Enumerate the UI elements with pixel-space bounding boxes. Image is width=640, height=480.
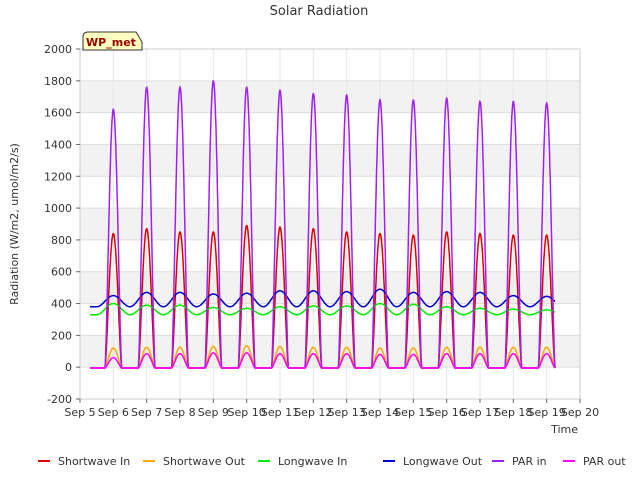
y-tick-label: 400 <box>51 298 72 311</box>
plot-area-frame <box>79 48 581 400</box>
legend-label: Shortwave In <box>58 455 130 468</box>
y-axis-label: Radiation (W/m2, umol/m2/s) <box>8 143 21 305</box>
band <box>80 80 580 113</box>
band <box>80 144 580 177</box>
y-tick-label: -200 <box>47 393 72 406</box>
x-tick-label: Sep 9 <box>198 406 229 419</box>
x-tick-label: Sep 15 <box>394 406 432 419</box>
y-tick-label: 600 <box>51 266 72 279</box>
annotation-label: WP_met <box>86 36 136 49</box>
y-tick-label: 1400 <box>44 138 72 151</box>
x-axis-label: Time <box>550 423 578 436</box>
y-tick-label: 200 <box>51 329 72 342</box>
x-tick-label: Sep 17 <box>461 406 499 419</box>
x-tick-label: Sep 19 <box>528 406 566 419</box>
y-tick-label: 1000 <box>44 202 72 215</box>
legend-label: PAR out <box>583 455 626 468</box>
x-tick-label: Sep 18 <box>494 406 532 419</box>
legend-label: Shortwave Out <box>163 455 246 468</box>
legend-label: Longwave In <box>278 455 347 468</box>
x-tick-label: Sep 8 <box>164 406 195 419</box>
y-tick-label: 2000 <box>44 43 72 56</box>
x-tick-label: Sep 16 <box>428 406 466 419</box>
x-tick-label: Sep 12 <box>294 406 332 419</box>
background-bands <box>80 80 580 368</box>
x-tick-label: Sep 20 <box>561 406 599 419</box>
y-tick-label: 1800 <box>44 75 72 88</box>
band <box>80 271 580 304</box>
x-tick-label: Sep 14 <box>361 406 399 419</box>
y-axis-ticks: -200 0 200 400 600 800 1000 1200 1400 1600 1800 200… <box>44 43 80 406</box>
band <box>80 208 580 240</box>
y-tick-label: 1600 <box>44 107 72 120</box>
series-line-longwave-out <box>90 288 556 308</box>
x-tick-label: Sep 11 <box>261 406 299 419</box>
x-tick-label: Sep 7 <box>131 406 162 419</box>
band <box>80 335 580 368</box>
y-tick-label: 1200 <box>44 170 72 183</box>
wp-met-annotation: WP_met <box>82 31 143 51</box>
y-tick-label: 0 <box>65 361 72 374</box>
x-tick-label: Sep 6 <box>98 406 129 419</box>
legend-label: PAR in <box>512 455 547 468</box>
series-line-par-out <box>90 352 556 369</box>
chart-title: Solar Radiation <box>270 4 369 19</box>
series-lines <box>90 79 556 369</box>
legend-label: Longwave Out <box>403 455 483 468</box>
series-line-longwave-in <box>90 302 556 316</box>
y-tick-label: 800 <box>51 234 72 247</box>
x-tick-label: Sep 5 <box>64 406 95 419</box>
legend: Shortwave In Shortwave Out Longwave In Long… <box>38 455 626 468</box>
x-tick-label: Sep 13 <box>328 406 366 419</box>
x-tick-label: Sep 10 <box>228 406 266 419</box>
